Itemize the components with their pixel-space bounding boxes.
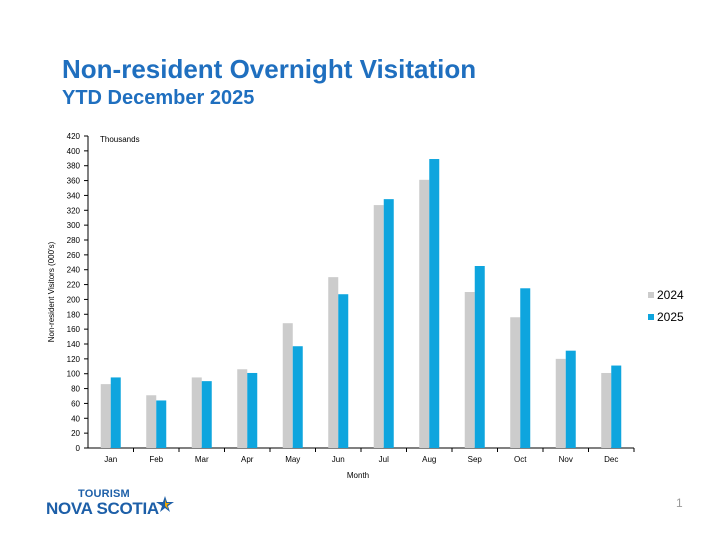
x-tick-label: May (285, 455, 300, 464)
x-tick-label: Jun (332, 455, 345, 464)
bar-2025-oct (520, 288, 531, 448)
y-tick-label: 20 (71, 429, 80, 438)
y-tick-label: 360 (67, 177, 81, 186)
y-tick-label: 400 (67, 147, 81, 156)
bar-2024-mar (191, 377, 202, 448)
bar-2024-jun (328, 277, 339, 448)
bar-2025-may (292, 346, 303, 448)
y-tick-label: 60 (71, 399, 80, 408)
y-tick-label: 120 (67, 355, 81, 364)
x-tick-label: Sep (468, 455, 483, 464)
bar-2024-sep (464, 292, 475, 448)
bar-2025-aug (429, 159, 440, 448)
chart-legend: 2024 2025 (648, 284, 684, 328)
logo-line2: NOVA SCOTIA (46, 499, 159, 518)
y-tick-label: 160 (67, 325, 81, 334)
unit-label: Thousands (100, 135, 140, 144)
x-tick-label: Jul (379, 455, 389, 464)
y-tick-label: 40 (71, 414, 80, 423)
x-tick-label: Mar (195, 455, 209, 464)
bar-2024-aug (419, 179, 430, 449)
y-tick-label: 240 (67, 266, 81, 275)
y-tick-label: 80 (71, 385, 80, 394)
y-tick-label: 320 (67, 206, 81, 215)
bar-2025-nov (565, 350, 576, 448)
y-tick-label: 280 (67, 236, 81, 245)
x-tick-label: Jan (104, 455, 117, 464)
slide-subtitle: YTD December 2025 (62, 87, 255, 109)
bar-2025-feb (156, 400, 167, 448)
x-tick-label: Dec (604, 455, 618, 464)
legend-swatch-2025 (648, 314, 654, 320)
y-tick-label: 340 (67, 191, 81, 200)
y-tick-label: 300 (67, 221, 81, 230)
x-axis-label: Month (347, 471, 369, 480)
legend-label-2025: 2025 (657, 310, 684, 324)
y-tick-label: 180 (67, 310, 81, 319)
y-tick-label: 260 (67, 251, 81, 260)
bar-2024-nov (555, 358, 566, 448)
x-tick-label: Feb (149, 455, 163, 464)
bar-2024-jan (100, 384, 111, 448)
logo-star-icon (156, 496, 174, 512)
y-tick-label: 380 (67, 162, 81, 171)
slide-title: Non-resident Overnight Visitation (62, 54, 477, 84)
bar-2024-feb (146, 395, 157, 448)
bar-2025-dec (611, 365, 622, 448)
bar-2024-jul (373, 205, 384, 448)
bar-2024-may (282, 323, 293, 448)
bar-2024-apr (237, 369, 248, 448)
bar-2025-jun (338, 294, 349, 448)
bar-2025-jan (110, 377, 121, 448)
y-tick-label: 0 (76, 444, 81, 453)
x-tick-label: Oct (514, 455, 527, 464)
logo-line1: TOURISM (78, 488, 130, 500)
y-axis-label: Non-resident Visitors (000's) (47, 241, 56, 342)
bar-2025-mar (201, 381, 212, 448)
y-tick-label: 200 (67, 295, 81, 304)
x-tick-label: Nov (559, 455, 573, 464)
bar-2025-sep (474, 266, 485, 448)
legend-item-2024: 2024 (648, 284, 684, 306)
y-tick-label: 140 (67, 340, 81, 349)
legend-swatch-2024 (648, 292, 654, 298)
legend-item-2025: 2025 (648, 306, 684, 328)
y-tick-label: 220 (67, 281, 81, 290)
bar-2025-apr (247, 372, 258, 448)
bar-2024-oct (510, 317, 521, 448)
x-tick-label: Apr (241, 455, 254, 464)
page-number: 1 (676, 496, 683, 510)
y-tick-label: 100 (67, 370, 81, 379)
bar-2025-jul (383, 199, 394, 448)
x-tick-label: Aug (422, 455, 436, 464)
y-tick-label: 420 (67, 132, 81, 141)
legend-label-2024: 2024 (657, 288, 684, 302)
bar-2024-dec (601, 372, 612, 448)
